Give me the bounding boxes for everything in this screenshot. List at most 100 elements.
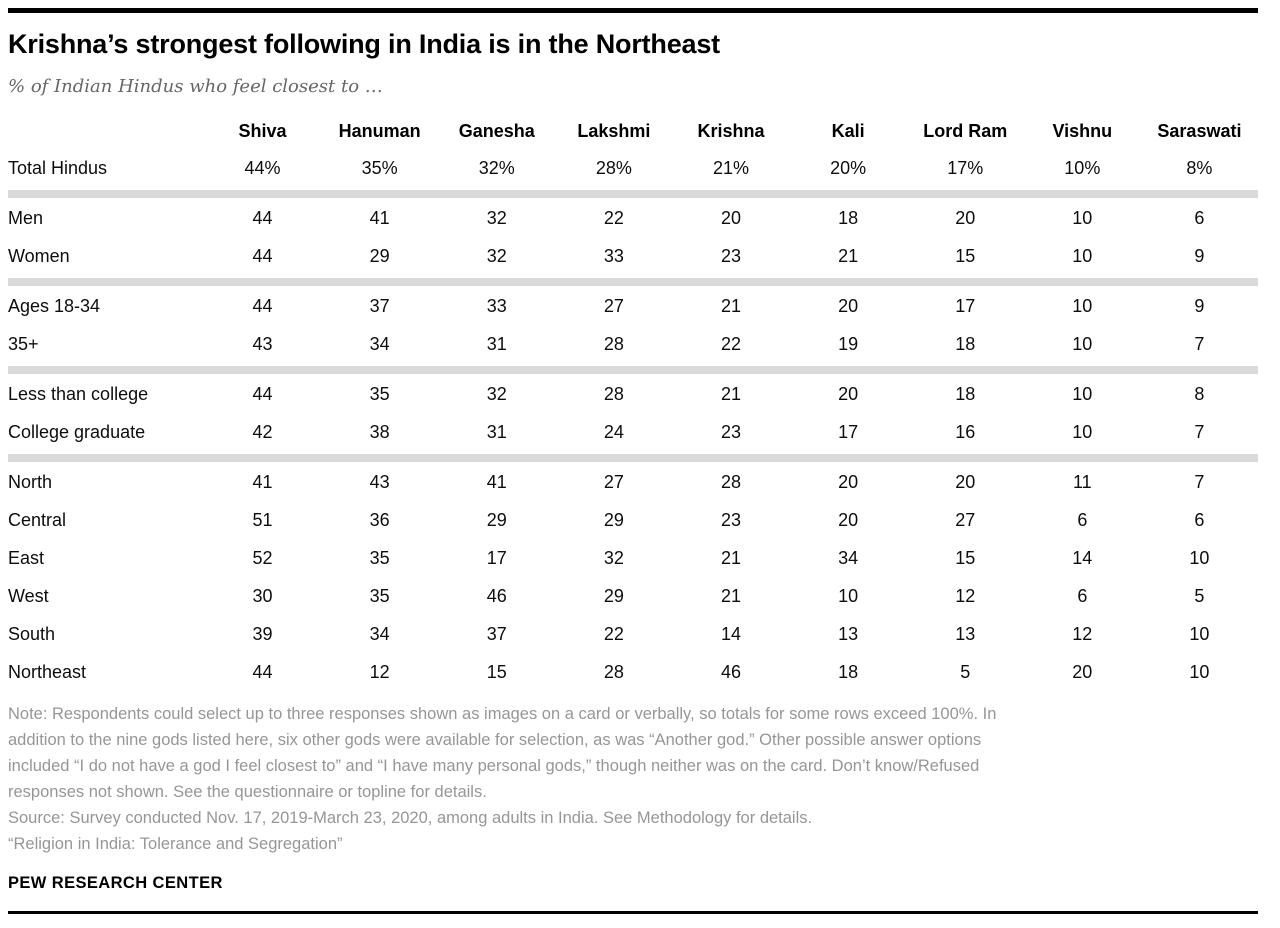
table-cell: 23	[720, 246, 741, 266]
table-cell: 41	[252, 472, 273, 492]
table-body: Total Hindus 44% 35% 32% 28% 21% 20% 17% 10% 8% Me…	[8, 150, 1258, 692]
table-cell: 10	[1072, 384, 1093, 404]
page-title: Krishna’s strongest following in India i…	[8, 29, 720, 59]
table-cell: 31	[486, 422, 507, 442]
table-cell: 35	[369, 548, 390, 568]
table-row: Central 51 36 29 29 23 20 27 6 6	[8, 502, 1258, 540]
table-cell: 29	[603, 510, 624, 530]
note-text: addition to the nine gods listed here, s…	[8, 731, 982, 749]
table-cell: 35	[369, 586, 390, 606]
table-cell: 6	[1194, 208, 1205, 228]
figure-container: Krishna’s strongest following in India i…	[8, 8, 1258, 914]
separator-bar	[8, 454, 1258, 462]
table-cell: 8%	[1186, 158, 1213, 178]
table-cell: 10	[1189, 548, 1210, 568]
page-subtitle: % of Indian Hindus who feel closest to …	[8, 76, 383, 97]
row-label: 35+	[8, 334, 39, 354]
table-cell: 51	[252, 510, 273, 530]
table-cell: 22	[720, 334, 741, 354]
table-row: Women 44 29 32 33 23 21 15 10 9	[8, 238, 1258, 276]
table-cell: 10	[1189, 662, 1210, 682]
table-cell: 22	[603, 208, 624, 228]
table-cell: 9	[1194, 296, 1205, 316]
source-text: Source: Survey conducted Nov. 17, 2019-M…	[8, 809, 813, 827]
row-label: South	[8, 624, 56, 644]
section-separator-row	[8, 188, 1258, 200]
table-cell: 44	[252, 384, 273, 404]
table-cell: 7	[1194, 422, 1205, 442]
row-label: North	[8, 472, 53, 492]
table-cell: 32%	[478, 158, 515, 178]
table-cell: 35	[369, 384, 390, 404]
separator-bar	[8, 366, 1258, 374]
table-row: Ages 18-34 44 37 33 27 21 20 17 10 9	[8, 288, 1258, 326]
table-cell: 43	[252, 334, 273, 354]
table-cell: 10	[1189, 624, 1210, 644]
table-cell: 20	[955, 472, 976, 492]
table-cell: 37	[369, 296, 390, 316]
table-cell: 34	[369, 624, 390, 644]
table-cell: 16	[955, 422, 976, 442]
section-separator-cell	[8, 452, 1258, 464]
table-cell: 15	[955, 246, 976, 266]
table-cell: 22	[603, 624, 624, 644]
row-label: Men	[8, 208, 44, 228]
bottom-rule	[8, 911, 1258, 914]
notes-block: Note: Respondents could select up to thr…	[8, 701, 1258, 857]
section-separator-cell	[8, 188, 1258, 200]
table-cell: 21	[720, 548, 741, 568]
note-text: included “I do not have a god I feel clo…	[8, 757, 980, 775]
table-cell: 21	[838, 246, 859, 266]
table-cell: 31	[486, 334, 507, 354]
table-cell: 39	[252, 624, 273, 644]
column-header: Shiva	[238, 121, 287, 141]
table-row: West 30 35 46 29 21 10 12 6 5	[8, 578, 1258, 616]
table-cell: 33	[486, 296, 507, 316]
table-cell: 6	[1194, 510, 1205, 530]
table-cell: 17%	[947, 158, 984, 178]
column-header: Lord Ram	[923, 121, 1008, 141]
table-cell: 5	[1194, 586, 1205, 606]
separator-bar	[8, 190, 1258, 198]
row-label: Total Hindus	[8, 158, 108, 178]
table-cell: 44	[252, 296, 273, 316]
table-cell: 14	[720, 624, 741, 644]
column-header-blank	[8, 119, 204, 150]
table-cell: 17	[486, 548, 507, 568]
column-header: Vishnu	[1052, 121, 1113, 141]
column-header: Lakshmi	[577, 121, 651, 141]
table-cell: 13	[955, 624, 976, 644]
table-cell: 20	[720, 208, 741, 228]
separator-bar	[8, 278, 1258, 286]
row-label: Less than college	[8, 384, 149, 404]
table-row: 35+ 43 34 31 28 22 19 18 10 7	[8, 326, 1258, 364]
table-cell: 20	[838, 510, 859, 530]
note-text: responses not shown. See the questionnai…	[8, 783, 487, 801]
table-cell: 10	[1072, 422, 1093, 442]
table-cell: 5	[960, 662, 971, 682]
table-cell: 20%	[830, 158, 867, 178]
table-cell: 46	[720, 662, 741, 682]
table-cell: 28%	[595, 158, 632, 178]
table-cell: 21	[720, 296, 741, 316]
table-cell: 17	[838, 422, 859, 442]
table-cell: 10	[838, 586, 859, 606]
table-cell: 34	[369, 334, 390, 354]
table-cell: 21	[720, 384, 741, 404]
table-cell: 43	[369, 472, 390, 492]
table-row: North 41 43 41 27 28 20 20 11 7	[8, 464, 1258, 502]
table-cell: 21	[720, 586, 741, 606]
section-separator-row	[8, 452, 1258, 464]
table-cell: 15	[955, 548, 976, 568]
column-header: Ganesha	[458, 121, 535, 141]
table-cell: 44	[252, 662, 273, 682]
table-cell: 12	[955, 586, 976, 606]
column-header: Hanuman	[338, 121, 421, 141]
table-cell: 11	[1072, 472, 1092, 492]
table-cell: 41	[486, 472, 507, 492]
table-cell: 15	[486, 662, 507, 682]
pew-research-center-wordmark: PEW RESEARCH CENTER	[8, 874, 223, 892]
row-label: Ages 18-34	[8, 296, 101, 316]
table-cell: 35%	[361, 158, 398, 178]
table-cell: 52	[252, 548, 273, 568]
